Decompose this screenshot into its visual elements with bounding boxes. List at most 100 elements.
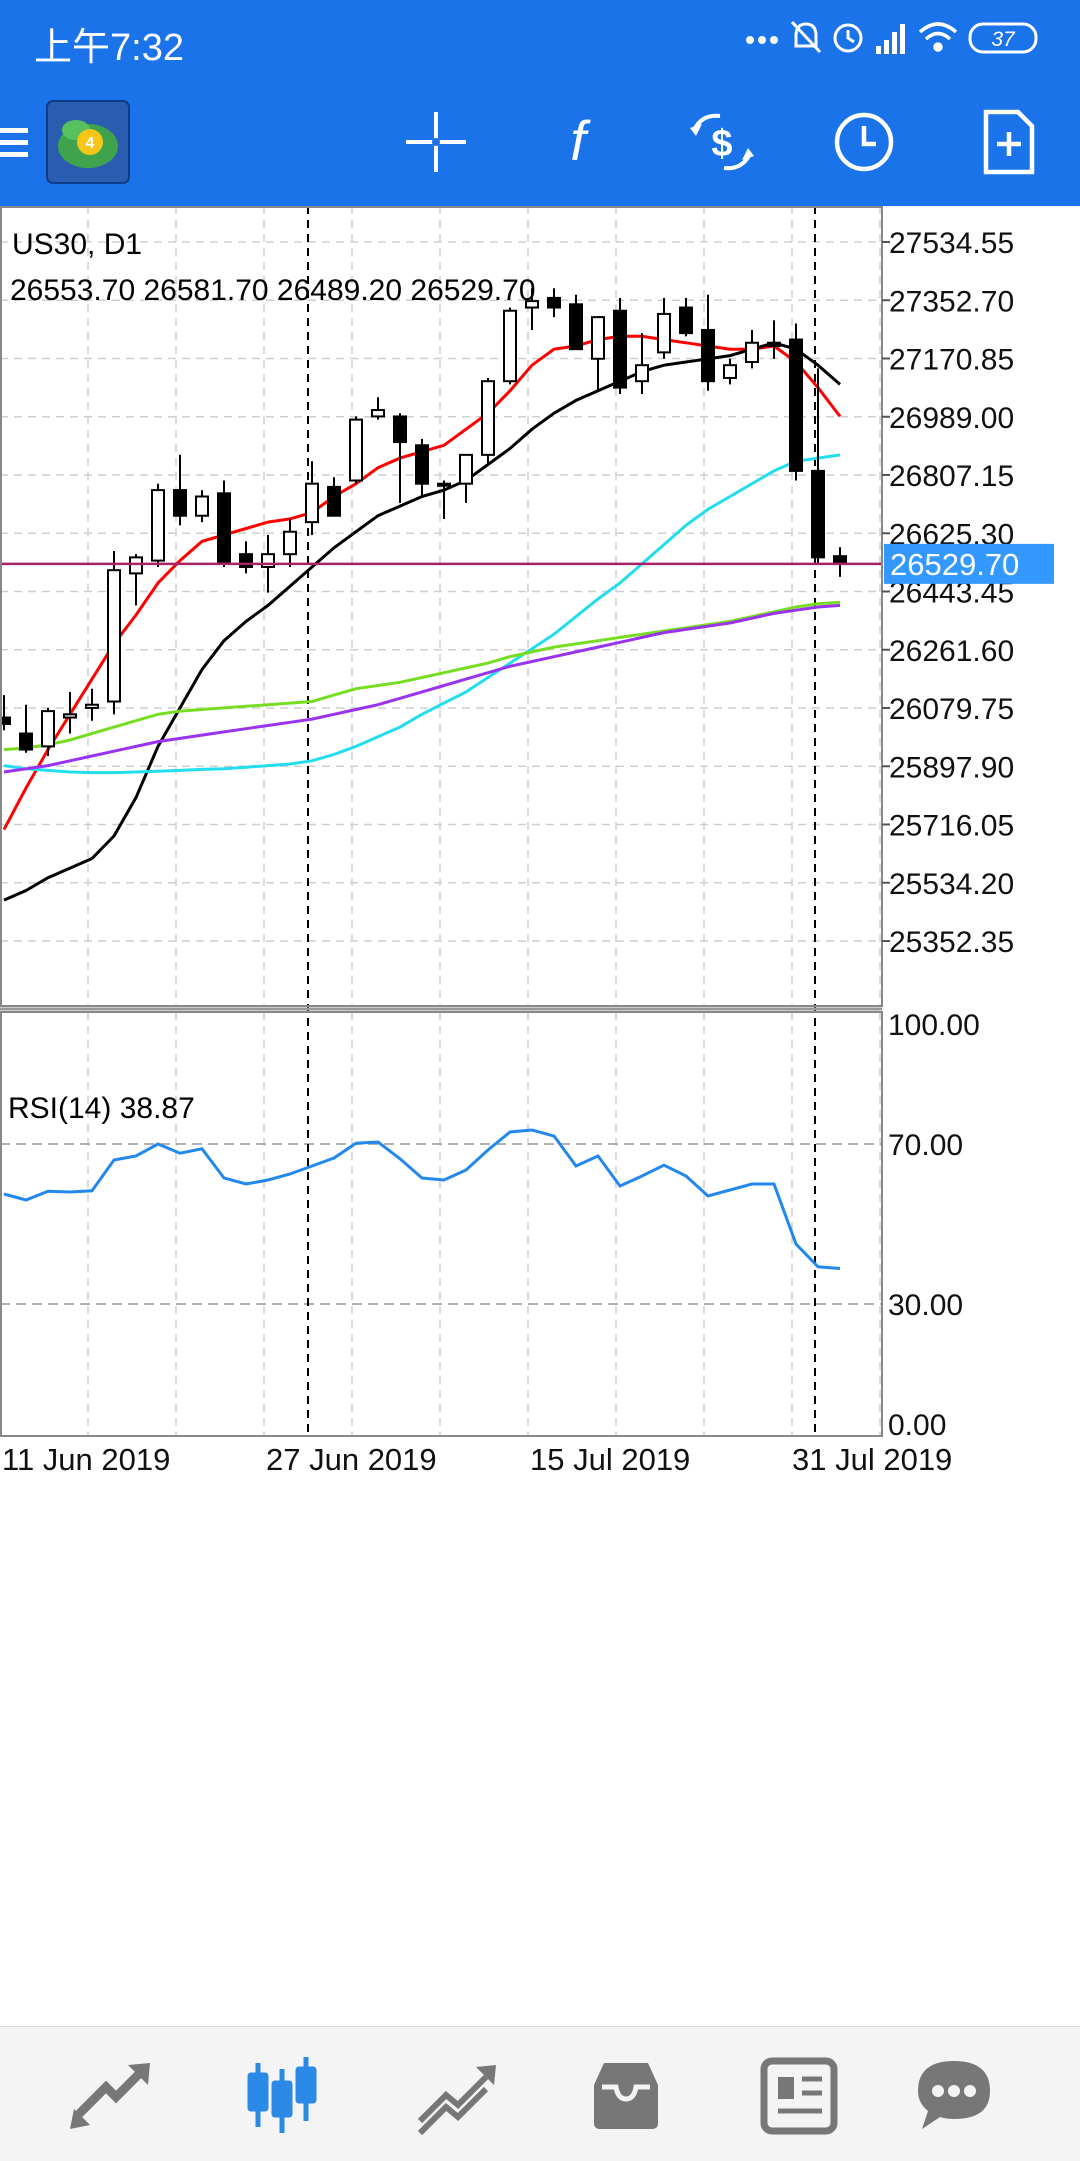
news-icon[interactable]	[750, 2047, 846, 2143]
candle-body	[591, 316, 605, 360]
candle-body	[745, 341, 759, 363]
price-tick-label: 25352.35	[889, 926, 1014, 959]
current-price-value: 26529.70	[890, 547, 1019, 582]
candle-bearish	[217, 480, 231, 567]
candle-bearish	[415, 438, 429, 497]
candle-body	[657, 312, 671, 354]
history-icon[interactable]	[578, 2047, 674, 2143]
candle-body	[129, 556, 143, 575]
candle-body	[85, 703, 99, 709]
candle-bullish	[41, 707, 55, 756]
grid	[0, 206, 882, 1436]
ohlc-label: 26553.70 26581.70 26489.20 26529.70	[10, 274, 536, 307]
bottom-nav	[0, 2026, 1080, 2161]
candle-bullish	[305, 461, 319, 535]
rsi-panel	[3, 1128, 841, 1270]
date-tick-label: 27 Jun 2019	[266, 1442, 437, 1477]
timeframe-icon[interactable]	[822, 100, 906, 184]
candle-body	[437, 482, 451, 487]
candle-bullish	[503, 307, 517, 385]
candle-body	[701, 328, 715, 383]
price-tick-label: 25716.05	[889, 810, 1014, 843]
rsi-tick-label: 100.00	[888, 1009, 980, 1042]
candle-body	[481, 380, 495, 456]
price-tick-label: 25897.90	[889, 751, 1014, 784]
svg-text:4: 4	[86, 135, 95, 152]
trade-icon[interactable]: $	[680, 100, 764, 184]
candle-bearish	[547, 288, 561, 318]
indicators-label: f	[570, 109, 591, 172]
rsi-frame	[0, 1011, 883, 1437]
candle-bearish	[701, 294, 715, 391]
battery-level: 37	[991, 28, 1016, 51]
candle-bearish	[19, 704, 33, 753]
current-price-tag	[884, 543, 1054, 584]
charts-icon[interactable]	[234, 2047, 330, 2143]
candle-body	[195, 495, 209, 517]
symbol-label: US30, D1	[12, 228, 142, 261]
svg-text:$: $	[711, 123, 732, 165]
candle-body	[811, 469, 825, 559]
candle-body	[547, 296, 561, 309]
candle-body	[723, 364, 737, 379]
candle-bullish	[745, 329, 759, 369]
candles	[0, 288, 882, 756]
trade-nav-icon[interactable]	[406, 2047, 502, 2143]
candle-bullish	[723, 358, 737, 385]
candle-body	[525, 300, 539, 309]
candle-body	[19, 732, 33, 751]
candle-bearish	[239, 541, 253, 574]
candle-bearish	[811, 368, 825, 564]
axes: 27534.55 27352.70 27170.85 26989.00 26807.15…	[0, 206, 1054, 1477]
menu-icon[interactable]	[0, 100, 34, 184]
candle-bearish	[833, 547, 847, 577]
candle-body	[371, 409, 385, 418]
main-frame	[0, 206, 883, 1007]
candle-bearish	[0, 695, 11, 731]
candle-bearish	[569, 294, 583, 351]
chat-icon[interactable]	[906, 2047, 1002, 2143]
mute-bell-icon	[790, 20, 822, 54]
wifi-icon	[918, 22, 958, 52]
crosshair-icon[interactable]	[394, 100, 478, 184]
candle-bullish	[635, 333, 649, 395]
candle-body	[327, 485, 341, 517]
chart-area[interactable]: 27534.55 27352.70 27170.85 26989.00 26807.15…	[0, 206, 1080, 2026]
candle-bullish	[129, 554, 143, 606]
candle-body	[41, 710, 55, 748]
candle-body	[503, 309, 517, 383]
candle-bullish	[283, 518, 297, 567]
candle-bullish	[437, 480, 451, 519]
date-tick-label: 15 Jul 2019	[530, 1442, 690, 1477]
candle-body	[459, 453, 473, 485]
candle-bullish	[371, 397, 385, 420]
candle-bullish	[657, 297, 671, 359]
moving-averages	[2, 334, 842, 902]
quotes-icon[interactable]	[62, 2047, 158, 2143]
candle-bearish	[173, 454, 187, 526]
price-tick-label: 25534.20	[889, 868, 1014, 901]
candle-bullish	[85, 688, 99, 721]
candle-body	[349, 418, 363, 482]
rsi-line	[3, 1128, 841, 1270]
chart-canvas[interactable]: 27534.55 27352.70 27170.85 26989.00 26807.15…	[0, 206, 1080, 2026]
price-tick-label: 27170.85	[889, 344, 1014, 377]
templates-icon[interactable]	[966, 100, 1050, 184]
more-dots-icon	[746, 36, 778, 44]
price-tick-label: 27352.70	[889, 285, 1014, 318]
candle-bullish	[151, 483, 165, 567]
candle-bearish	[789, 323, 803, 481]
candle-bullish	[591, 316, 605, 391]
metatrader-logo[interactable]: 4	[46, 100, 130, 184]
moving-average-line	[3, 600, 841, 752]
moving-average-line	[3, 603, 841, 774]
indicators-icon[interactable]: f	[536, 100, 620, 184]
status-time: 上午7:32	[34, 27, 184, 69]
toolbar: 4 f $	[0, 78, 1080, 206]
candle-body	[107, 569, 121, 703]
candle-body	[63, 713, 77, 719]
candle-bullish	[107, 550, 121, 715]
candle-bullish	[459, 453, 473, 503]
candle-body	[283, 530, 297, 556]
candle-body	[305, 482, 319, 524]
